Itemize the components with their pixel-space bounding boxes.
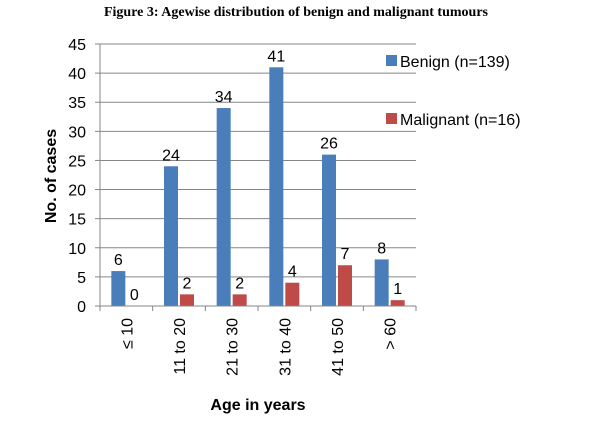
- y-axis-title: No. of cases: [43, 129, 60, 223]
- y-tick-label: 35: [68, 95, 86, 112]
- benign-bar: [164, 166, 178, 306]
- benign-bar: [322, 154, 336, 306]
- x-tick-label: 21 to 30: [225, 318, 242, 376]
- malignant-data-label: 1: [393, 281, 402, 298]
- malignant-legend-swatch: [386, 113, 397, 124]
- benign-legend-swatch: [386, 55, 397, 66]
- x-tick-labels: ≤ 10 11 to 20 21 to 30 31 to 40 41 to 50 > 60: [119, 318, 399, 376]
- malignant-data-label: 2: [235, 275, 244, 292]
- x-tick-label: ≤ 10: [119, 318, 136, 349]
- malignant-bar: [232, 294, 247, 306]
- malignant-bar: [180, 294, 194, 306]
- x-tick-label: 41 to 50: [330, 318, 347, 376]
- benign-data-label: 24: [162, 147, 180, 164]
- benign-data-label: 41: [267, 48, 285, 65]
- y-tick-label: 40: [68, 66, 86, 83]
- malignant-bar: [338, 265, 352, 306]
- gridlines: [100, 43, 416, 278]
- benign-bar: [269, 67, 284, 307]
- malignant-data-label: 0: [130, 287, 139, 304]
- benign-data-label: 6: [114, 252, 123, 269]
- benign-data-label: 34: [215, 89, 233, 106]
- benign-data-label: 8: [377, 240, 386, 257]
- x-tick-label: 31 to 40: [277, 318, 294, 376]
- y-tick-label: 45: [68, 37, 86, 54]
- malignant-data-label: 4: [288, 264, 297, 281]
- malignant-bar: [390, 300, 405, 306]
- y-tick-label: 15: [68, 212, 86, 229]
- benign-bar: [374, 259, 389, 306]
- legend: Benign (n=139) Malignant (n=16): [386, 54, 521, 129]
- benign-bar: [216, 108, 231, 307]
- malignant-bar: [285, 282, 300, 306]
- malignant-data-label: 7: [341, 246, 350, 263]
- y-tick-label: 30: [68, 124, 86, 141]
- x-tick-label: 11 to 20: [172, 318, 189, 375]
- figure-title: Figure 3: Agewise distribution of benign…: [103, 5, 488, 20]
- y-tick-labels: 0 5 10 15 20 25 30 35 40 45: [68, 37, 86, 316]
- benign-data-label: 26: [320, 136, 338, 153]
- y-tick-label: 10: [68, 241, 86, 258]
- axes: [95, 43, 417, 311]
- x-axis-title: Age in years: [210, 397, 305, 414]
- benign-bar: [111, 271, 126, 306]
- malignant-data-label: 2: [183, 275, 192, 292]
- bars: [111, 67, 405, 307]
- y-tick-label: 0: [77, 299, 86, 316]
- x-tick-label: > 60: [383, 318, 400, 350]
- y-tick-label: 20: [68, 183, 86, 200]
- benign-legend-label: Benign (n=139): [400, 54, 510, 71]
- y-tick-label: 25: [68, 153, 86, 170]
- malignant-legend-label: Malignant (n=16): [400, 112, 521, 129]
- y-tick-label: 5: [77, 270, 86, 287]
